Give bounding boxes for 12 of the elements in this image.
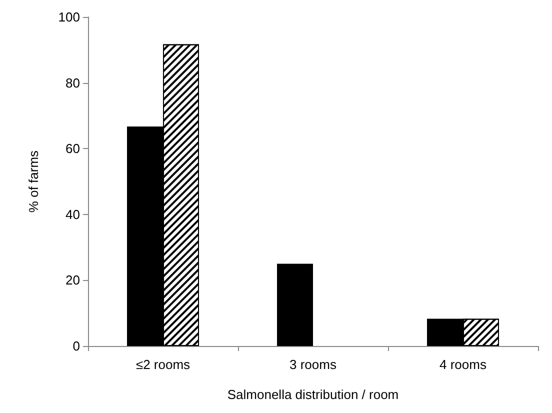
- y-tick-label: 100: [58, 10, 80, 24]
- y-tick-label: 80: [66, 75, 80, 90]
- x-tick-label: ≤2 rooms: [136, 357, 191, 372]
- y-tick-label: 60: [66, 141, 80, 156]
- y-tick-label: 20: [66, 272, 80, 288]
- x-axis-title: Salmonella distribution / room: [227, 387, 399, 402]
- x-tick-label: 3 rooms: [290, 357, 337, 372]
- x-tick-label: 4 rooms: [440, 357, 487, 372]
- y-tick-label: 0: [72, 338, 80, 354]
- y-tick-label: 40: [66, 206, 80, 222]
- y-axis-title: % of farms: [26, 150, 41, 213]
- bar: [277, 264, 313, 346]
